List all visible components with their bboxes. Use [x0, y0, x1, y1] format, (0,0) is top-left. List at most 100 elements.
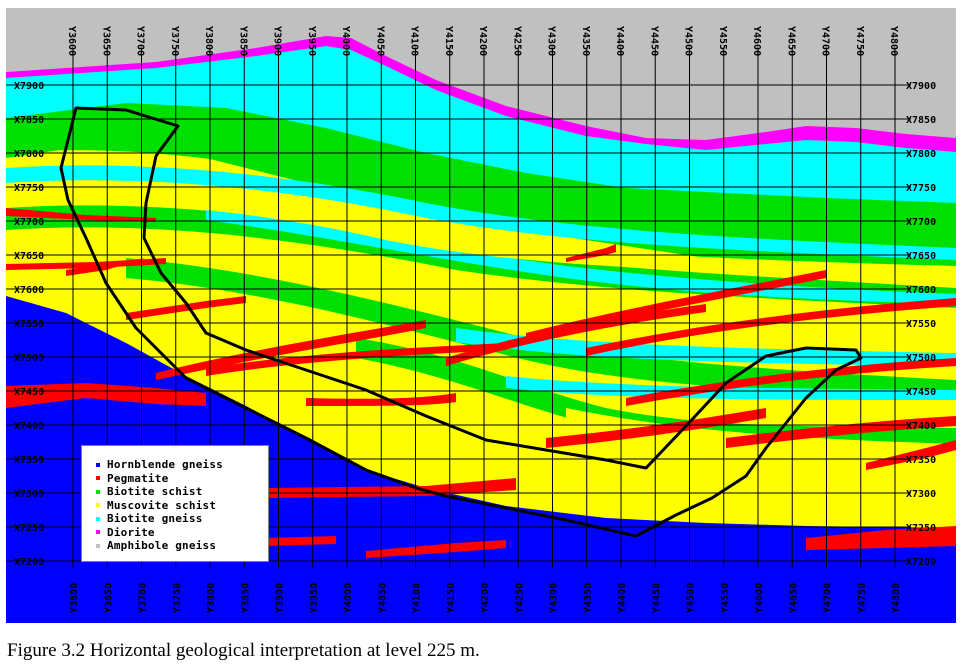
- x-tick-label-right: X7350: [906, 455, 936, 466]
- y-tick-label-bottom: Y4750: [857, 583, 868, 613]
- x-tick-label-left: X7500: [14, 353, 44, 364]
- muscovite-schist-band: [6, 235, 956, 353]
- y-tick-label-bottom: Y4400: [617, 583, 628, 613]
- y-tick-label-top: Y3750: [169, 26, 180, 56]
- x-tick-label-left: X7200: [14, 557, 44, 568]
- legend-swatch: [96, 476, 100, 481]
- legend-label: Hornblende gneiss: [107, 458, 223, 472]
- map-canvas: Y3600 Y3650 Y3700 Y3750 Y3800 Y3850 Y3900 Y3950…: [6, 8, 956, 623]
- legend-item: Biotite schist: [96, 485, 268, 499]
- x-tick-label-right: X7850: [906, 115, 936, 126]
- x-tick-labels-left: X7900 X7850 X7800 X7750 X7700 X7650 X7600 X7550…: [14, 81, 44, 568]
- legend-label: Diorite: [107, 525, 155, 539]
- legend-swatch: [96, 462, 100, 467]
- legend-swatch: [96, 530, 100, 535]
- y-tick-label-bottom: Y4650: [788, 583, 799, 613]
- biotite-schist-band: [126, 258, 956, 400]
- muscovite-schist-band: [6, 184, 956, 278]
- y-tick-label-bottom: Y4250: [514, 583, 525, 613]
- y-tick-label-bottom: Y3700: [138, 583, 149, 613]
- y-tick-label-bottom: Y4550: [720, 583, 731, 613]
- y-tick-label-top: Y4500: [683, 26, 694, 56]
- y-tick-label-top: Y4400: [614, 26, 625, 56]
- y-tick-label-top: Y4650: [785, 26, 796, 56]
- y-tick-label-bottom: Y4300: [549, 583, 560, 613]
- x-tick-label-left: X7800: [14, 149, 44, 160]
- biotite-schist-band: [6, 127, 956, 240]
- x-tick-label-left: X7400: [14, 421, 44, 432]
- y-tick-label-bottom: Y4500: [686, 583, 697, 613]
- legend-item: Amphibole gneiss: [96, 539, 268, 553]
- figure-caption: Figure 3.2 Horizontal geological interpr…: [7, 640, 480, 661]
- legend-label: Biotite schist: [107, 485, 203, 499]
- y-tick-label-top: Y4700: [820, 26, 831, 56]
- legend-label: Amphibole gneiss: [107, 539, 217, 553]
- y-tick-label-bottom: Y3950: [309, 583, 320, 613]
- x-tick-label-left: X7750: [14, 183, 44, 194]
- y-tick-label-top: Y4000: [340, 26, 351, 56]
- legend-label: Biotite gneiss: [107, 512, 203, 526]
- geological-map: Y3600 Y3650 Y3700 Y3750 Y3800 Y3850 Y3900 Y3950…: [6, 8, 956, 623]
- legend-label: Muscovite schist: [107, 498, 217, 512]
- legend-item: Pegmatite: [96, 472, 268, 486]
- x-tick-label-left: X7650: [14, 251, 44, 262]
- y-tick-label-top: Y4750: [854, 26, 865, 56]
- y-tick-label-bottom: Y4600: [754, 583, 765, 613]
- legend-swatch: [96, 543, 100, 548]
- x-tick-label-right: X7450: [906, 387, 936, 398]
- y-tick-label-bottom: Y3750: [172, 583, 183, 613]
- y-tick-label-top: Y3600: [66, 26, 77, 56]
- y-tick-label-bottom: Y4350: [583, 583, 594, 613]
- y-tick-label-top: Y4250: [511, 26, 522, 56]
- x-tick-label-right: X7200: [906, 557, 936, 568]
- x-tick-label-left: X7250: [14, 523, 44, 534]
- x-tick-label-right: X7800: [906, 149, 936, 160]
- x-tick-label-right: X7600: [906, 285, 936, 296]
- y-tick-label-top: Y3650: [100, 26, 111, 56]
- y-tick-label-top: Y3850: [237, 26, 248, 56]
- x-tick-label-right: X7700: [906, 217, 936, 228]
- x-tick-label-right: X7650: [906, 251, 936, 262]
- legend-swatch: [96, 489, 100, 494]
- x-tick-label-right: X7550: [906, 319, 936, 330]
- legend-item: Diorite: [96, 526, 268, 540]
- x-tick-label-left: X7900: [14, 81, 44, 92]
- x-tick-label-right: X7500: [906, 353, 936, 364]
- y-tick-label-top: Y3700: [135, 26, 146, 56]
- y-tick-label-top: Y4150: [443, 26, 454, 56]
- y-tick-label-top: Y4100: [409, 26, 420, 56]
- y-tick-label-top: Y4600: [751, 26, 762, 56]
- y-tick-label-bottom: Y3600: [69, 583, 80, 613]
- y-tick-label-top: Y4200: [477, 26, 488, 56]
- x-tick-label-right: X7900: [906, 81, 936, 92]
- y-tick-labels-top: Y3600 Y3650 Y3700 Y3750 Y3800 Y3850 Y3900 Y3950…: [66, 26, 899, 56]
- x-tick-label-right: X7750: [906, 183, 936, 194]
- biotite-gneiss-band: [6, 165, 956, 260]
- y-tick-label-top: Y4450: [648, 26, 659, 56]
- y-tick-labels-bottom: Y3600 Y3650 Y3700 Y3750 Y3800 Y3850 Y3900 Y3950…: [69, 583, 902, 613]
- x-tick-label-right: X7250: [906, 523, 936, 534]
- pit-outline: [59, 106, 863, 538]
- x-tick-label-left: X7450: [14, 387, 44, 398]
- y-tick-label-top: Y3950: [306, 26, 317, 56]
- legend-item: Muscovite schist: [96, 499, 268, 513]
- y-tick-label-bottom: Y3650: [103, 583, 114, 613]
- legend-swatch: [96, 516, 100, 521]
- y-tick-label-top: Y4350: [580, 26, 591, 56]
- x-tick-label-left: X7350: [14, 455, 44, 466]
- y-tick-label-bottom: Y4700: [823, 583, 834, 613]
- y-tick-label-bottom: Y4150: [446, 583, 457, 613]
- x-tick-label-left: X7700: [14, 217, 44, 228]
- x-tick-label-left: X7600: [14, 285, 44, 296]
- x-tick-label-right: X7400: [906, 421, 936, 432]
- y-tick-label-top: Y3800: [203, 26, 214, 56]
- y-tick-label-top: Y4300: [546, 26, 557, 56]
- x-tick-labels-right: X7900 X7850 X7800 X7750 X7700 X7650 X7600 X7550…: [906, 81, 936, 568]
- y-tick-label-top: Y4550: [717, 26, 728, 56]
- y-tick-label-bottom: Y4050: [377, 583, 388, 613]
- y-tick-label-bottom: Y3850: [240, 583, 251, 613]
- biotite-gneiss-band: [206, 208, 956, 304]
- x-tick-label-right: X7300: [906, 489, 936, 500]
- legend-label: Pegmatite: [107, 471, 169, 485]
- legend-item: Hornblende gneiss: [96, 458, 268, 472]
